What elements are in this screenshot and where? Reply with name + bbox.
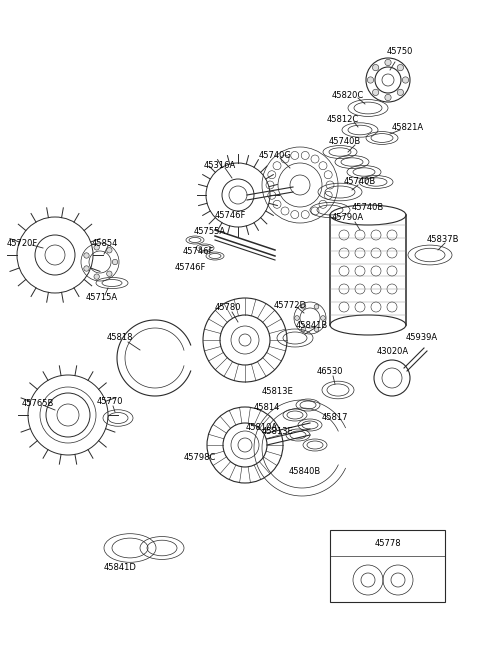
Text: 45810A: 45810A	[246, 422, 278, 432]
Bar	[330, 530, 445, 602]
Circle shape	[321, 316, 325, 320]
Text: 45740B: 45740B	[352, 204, 384, 212]
Circle shape	[94, 274, 99, 279]
Circle shape	[385, 94, 391, 101]
Circle shape	[397, 89, 404, 96]
Circle shape	[402, 77, 408, 83]
Circle shape	[84, 266, 89, 271]
Text: 45746F: 45746F	[214, 210, 246, 219]
Text: 45740B: 45740B	[329, 138, 361, 147]
Text: 45750: 45750	[387, 48, 413, 56]
Text: 43020A: 43020A	[377, 348, 409, 356]
Text: 45821A: 45821A	[392, 124, 424, 132]
Text: 45720F: 45720F	[6, 238, 37, 248]
Circle shape	[107, 248, 112, 253]
Circle shape	[397, 64, 404, 71]
Text: 45765B: 45765B	[22, 398, 54, 407]
Text: 45837B: 45837B	[427, 236, 459, 244]
Circle shape	[84, 253, 89, 258]
Text: 45854: 45854	[92, 238, 118, 248]
Circle shape	[301, 327, 306, 331]
Circle shape	[372, 64, 379, 71]
Text: 45316A: 45316A	[204, 160, 236, 170]
Text: 45740B: 45740B	[344, 178, 376, 187]
Circle shape	[314, 305, 319, 309]
Circle shape	[301, 305, 306, 309]
Circle shape	[112, 259, 118, 265]
Text: 45841B: 45841B	[296, 320, 328, 329]
Text: 45813E: 45813E	[262, 428, 294, 436]
Text: 45818: 45818	[107, 333, 133, 343]
Text: 45841D: 45841D	[104, 563, 136, 572]
Text: 45798C: 45798C	[184, 453, 216, 462]
Circle shape	[385, 60, 391, 66]
Text: 45770: 45770	[97, 398, 123, 407]
Text: 45780: 45780	[215, 303, 241, 312]
Circle shape	[367, 77, 373, 83]
Text: 45840B: 45840B	[289, 468, 321, 476]
Text: 45820C: 45820C	[332, 92, 364, 100]
Text: 45755A: 45755A	[194, 227, 226, 236]
Text: 45812C: 45812C	[327, 115, 359, 124]
Text: 45715A: 45715A	[86, 293, 118, 303]
Text: 45939A: 45939A	[406, 333, 438, 343]
Circle shape	[94, 245, 99, 250]
Text: 45746F: 45746F	[174, 263, 206, 272]
Text: 45778: 45778	[374, 538, 401, 548]
Text: 45740G: 45740G	[259, 151, 291, 160]
Text: 45790A: 45790A	[332, 214, 364, 223]
Text: 45817: 45817	[322, 413, 348, 422]
Circle shape	[295, 316, 300, 320]
Text: 45813E: 45813E	[262, 388, 294, 396]
Circle shape	[107, 271, 112, 276]
Circle shape	[372, 89, 379, 96]
Text: 46530: 46530	[317, 367, 343, 377]
Circle shape	[314, 327, 319, 331]
Text: 45772D: 45772D	[274, 301, 307, 310]
Text: 45814: 45814	[254, 403, 280, 413]
Text: 45746F: 45746F	[182, 248, 214, 257]
